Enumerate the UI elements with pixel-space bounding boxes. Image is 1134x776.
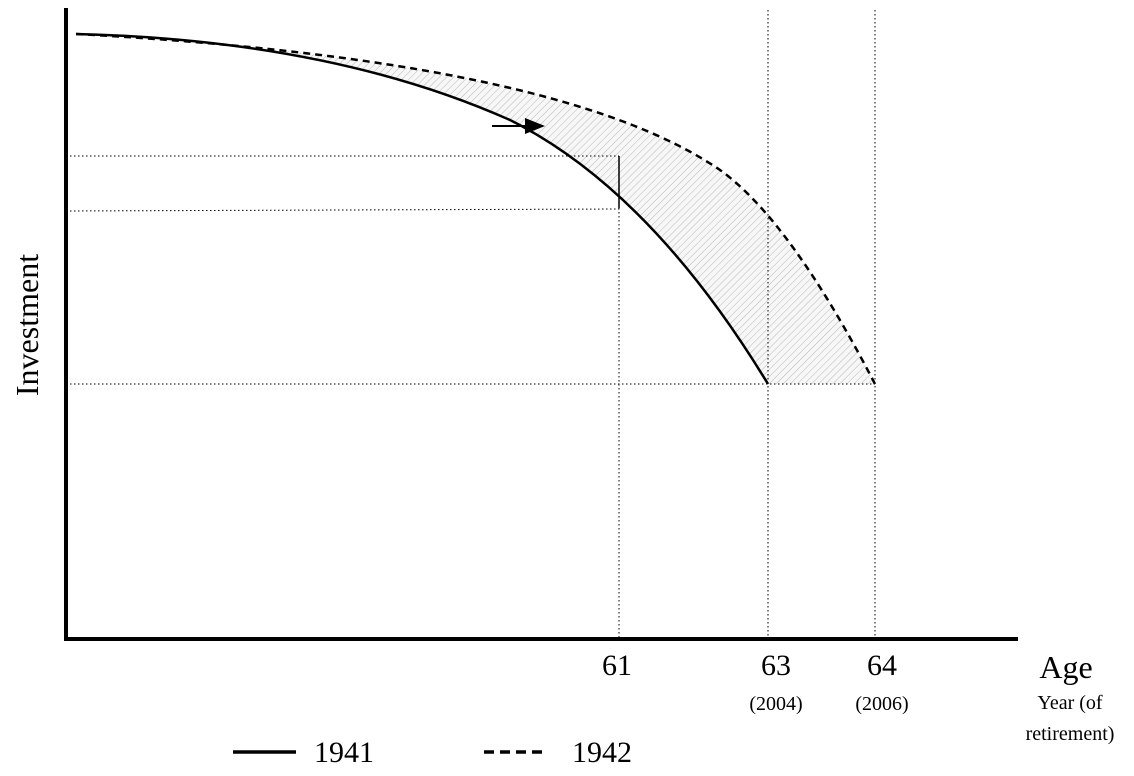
guide-horizontal-middle — [65, 208, 620, 212]
legend: 1941 1942 — [233, 736, 632, 769]
y-axis-label: Investment — [9, 254, 45, 396]
legend-label-1941: 1941 — [314, 736, 374, 769]
shaded-gap-region — [76, 34, 875, 384]
tick-label-year: (2006) — [855, 693, 908, 715]
tick-label-age: 61 — [602, 649, 632, 682]
x-axis-label: Age — [1039, 649, 1092, 685]
tick-label-age: 64 — [867, 649, 897, 682]
x-axis-sublabel-line1: Year (of — [1037, 692, 1103, 714]
legend-label-1942: 1942 — [572, 736, 632, 769]
tick-label-age: 63 — [761, 649, 791, 682]
x-axis-sublabel-line2: retirement) — [1026, 723, 1115, 745]
tick-label-year: (2004) — [749, 693, 802, 715]
curve-1942-dashed — [75, 32, 877, 385]
